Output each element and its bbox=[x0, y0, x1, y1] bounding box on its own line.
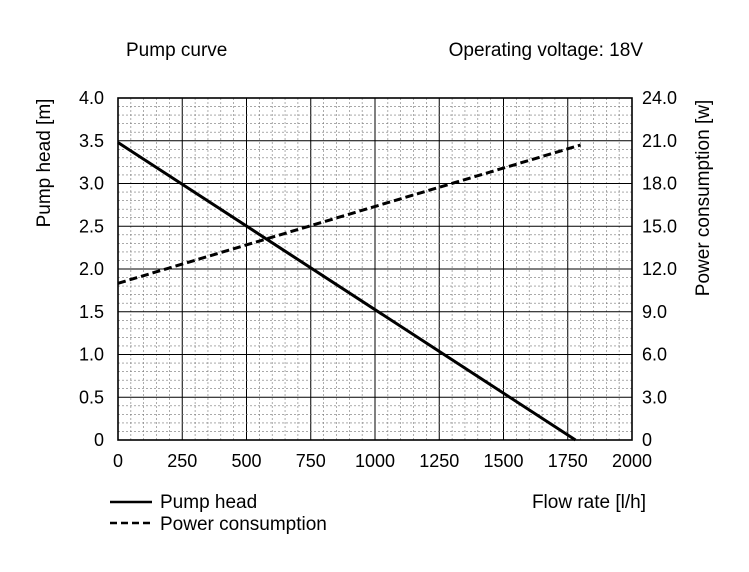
series-line-power-consumption bbox=[117, 143, 582, 285]
y-right-tick-label: 18.0 bbox=[642, 174, 677, 194]
plot-frame bbox=[117, 97, 633, 441]
y-axis-left-label: Pump head [m] bbox=[34, 99, 55, 228]
y-left-tick-label: 0 bbox=[94, 430, 104, 450]
y-left-tick-label: 3.5 bbox=[79, 131, 104, 151]
y-right-tick-label: 6.0 bbox=[642, 345, 667, 365]
y-axis-right-label: Power consumption [w] bbox=[693, 100, 714, 296]
y-left-tick-label: 3.0 bbox=[79, 174, 104, 194]
y-right-tick-label: 15.0 bbox=[642, 216, 677, 236]
chart-subtitle: Operating voltage: 18V bbox=[449, 40, 644, 61]
legend-label-power-consumption: Power consumption bbox=[160, 514, 327, 535]
y-right-tick-label: 0 bbox=[642, 430, 652, 450]
x-tick-label: 1000 bbox=[355, 451, 395, 471]
chart-title: Pump curve bbox=[126, 40, 227, 61]
y-right-tick-label: 24.0 bbox=[642, 88, 677, 108]
y-left-tick-label: 2.0 bbox=[79, 259, 104, 279]
y-right-tick-label: 9.0 bbox=[642, 302, 667, 322]
legend-label-pump-head: Pump head bbox=[160, 492, 257, 513]
y-right-tick-label: 21.0 bbox=[642, 131, 677, 151]
y-left-tick-label: 0.5 bbox=[79, 387, 104, 407]
x-tick-label: 2000 bbox=[612, 451, 652, 471]
tick-labels: 0 250 500 750 1000 1250 1500 1750 200000.51.01.5… bbox=[79, 88, 677, 471]
x-tick-label: 250 bbox=[167, 451, 197, 471]
legend: Pump head Power consumption bbox=[110, 492, 327, 535]
x-axis-label: Flow rate [l/h] bbox=[532, 492, 646, 513]
y-right-tick-label: 12.0 bbox=[642, 259, 677, 279]
y-left-tick-label: 1.5 bbox=[79, 302, 104, 322]
y-right-tick-label: 3.0 bbox=[642, 387, 667, 407]
x-tick-label: 500 bbox=[231, 451, 261, 471]
x-tick-label: 0 bbox=[113, 451, 123, 471]
x-tick-label: 1500 bbox=[483, 451, 523, 471]
series-line-pump-head bbox=[117, 141, 577, 442]
y-left-tick-label: 1.0 bbox=[79, 345, 104, 365]
series-lines bbox=[117, 141, 582, 442]
x-tick-label: 1750 bbox=[548, 451, 588, 471]
grid bbox=[117, 97, 633, 441]
x-tick-label: 1250 bbox=[419, 451, 459, 471]
y-left-tick-label: 2.5 bbox=[79, 216, 104, 236]
y-left-tick-label: 4.0 bbox=[79, 88, 104, 108]
x-tick-label: 750 bbox=[296, 451, 326, 471]
